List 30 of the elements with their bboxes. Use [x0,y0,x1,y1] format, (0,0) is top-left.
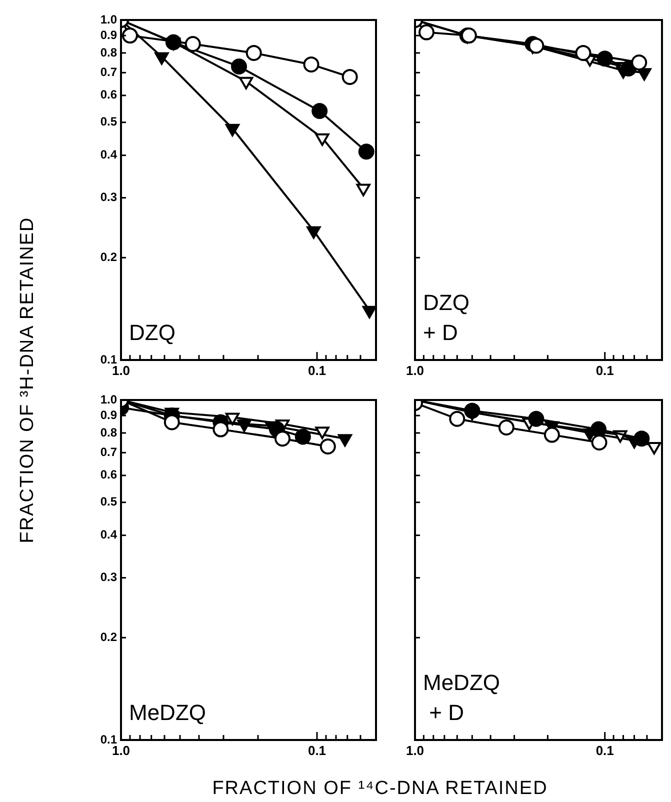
x-tick-label: 0.1 [308,363,326,378]
y-tick-label: 0.7 [100,444,118,459]
y-tick-label: 1.0 [100,392,118,406]
annotation: DZQ [129,319,176,347]
y-tick-label: 0.7 [100,64,118,79]
x-tick-label: 1.0 [406,743,424,758]
annotation: MeDZQ [129,699,206,727]
y-tick-label: 0.5 [100,114,118,129]
y-tick-label: 0.6 [100,468,118,482]
x-tick-label: 0.1 [596,363,614,378]
y-tick-label: 0.2 [100,630,118,644]
x-axis-title: FRACTION OF ¹⁴C-DNA RETAINED [212,778,548,800]
y-tick-label: 0.6 [100,88,118,102]
x-tick-label: 0.1 [308,743,326,758]
y-tick-label: 0.9 [100,28,118,42]
y-axis-title: FRACTION OF ³H-DNA RETAINED [17,216,39,544]
y-tick-label: 0.3 [100,190,118,204]
y-tick-label: 0.2 [100,250,118,264]
y-tick-label: 0.8 [100,425,118,440]
y-tick-label: 0.8 [100,45,118,60]
annotation: DZQ + D [423,289,470,347]
y-tick-label: 0.5 [100,494,118,509]
x-tick-label: 1.0 [406,363,424,378]
y-tick-label: 1.0 [100,12,118,26]
y-tick-label: 0.3 [100,570,118,584]
y-tick-label: 0.9 [100,408,118,422]
x-tick-label: 0.1 [596,743,614,758]
annotation: MeDZQ + D [423,669,500,727]
y-tick-label: 0.4 [100,528,118,542]
y-tick-label: 0.4 [100,148,118,162]
